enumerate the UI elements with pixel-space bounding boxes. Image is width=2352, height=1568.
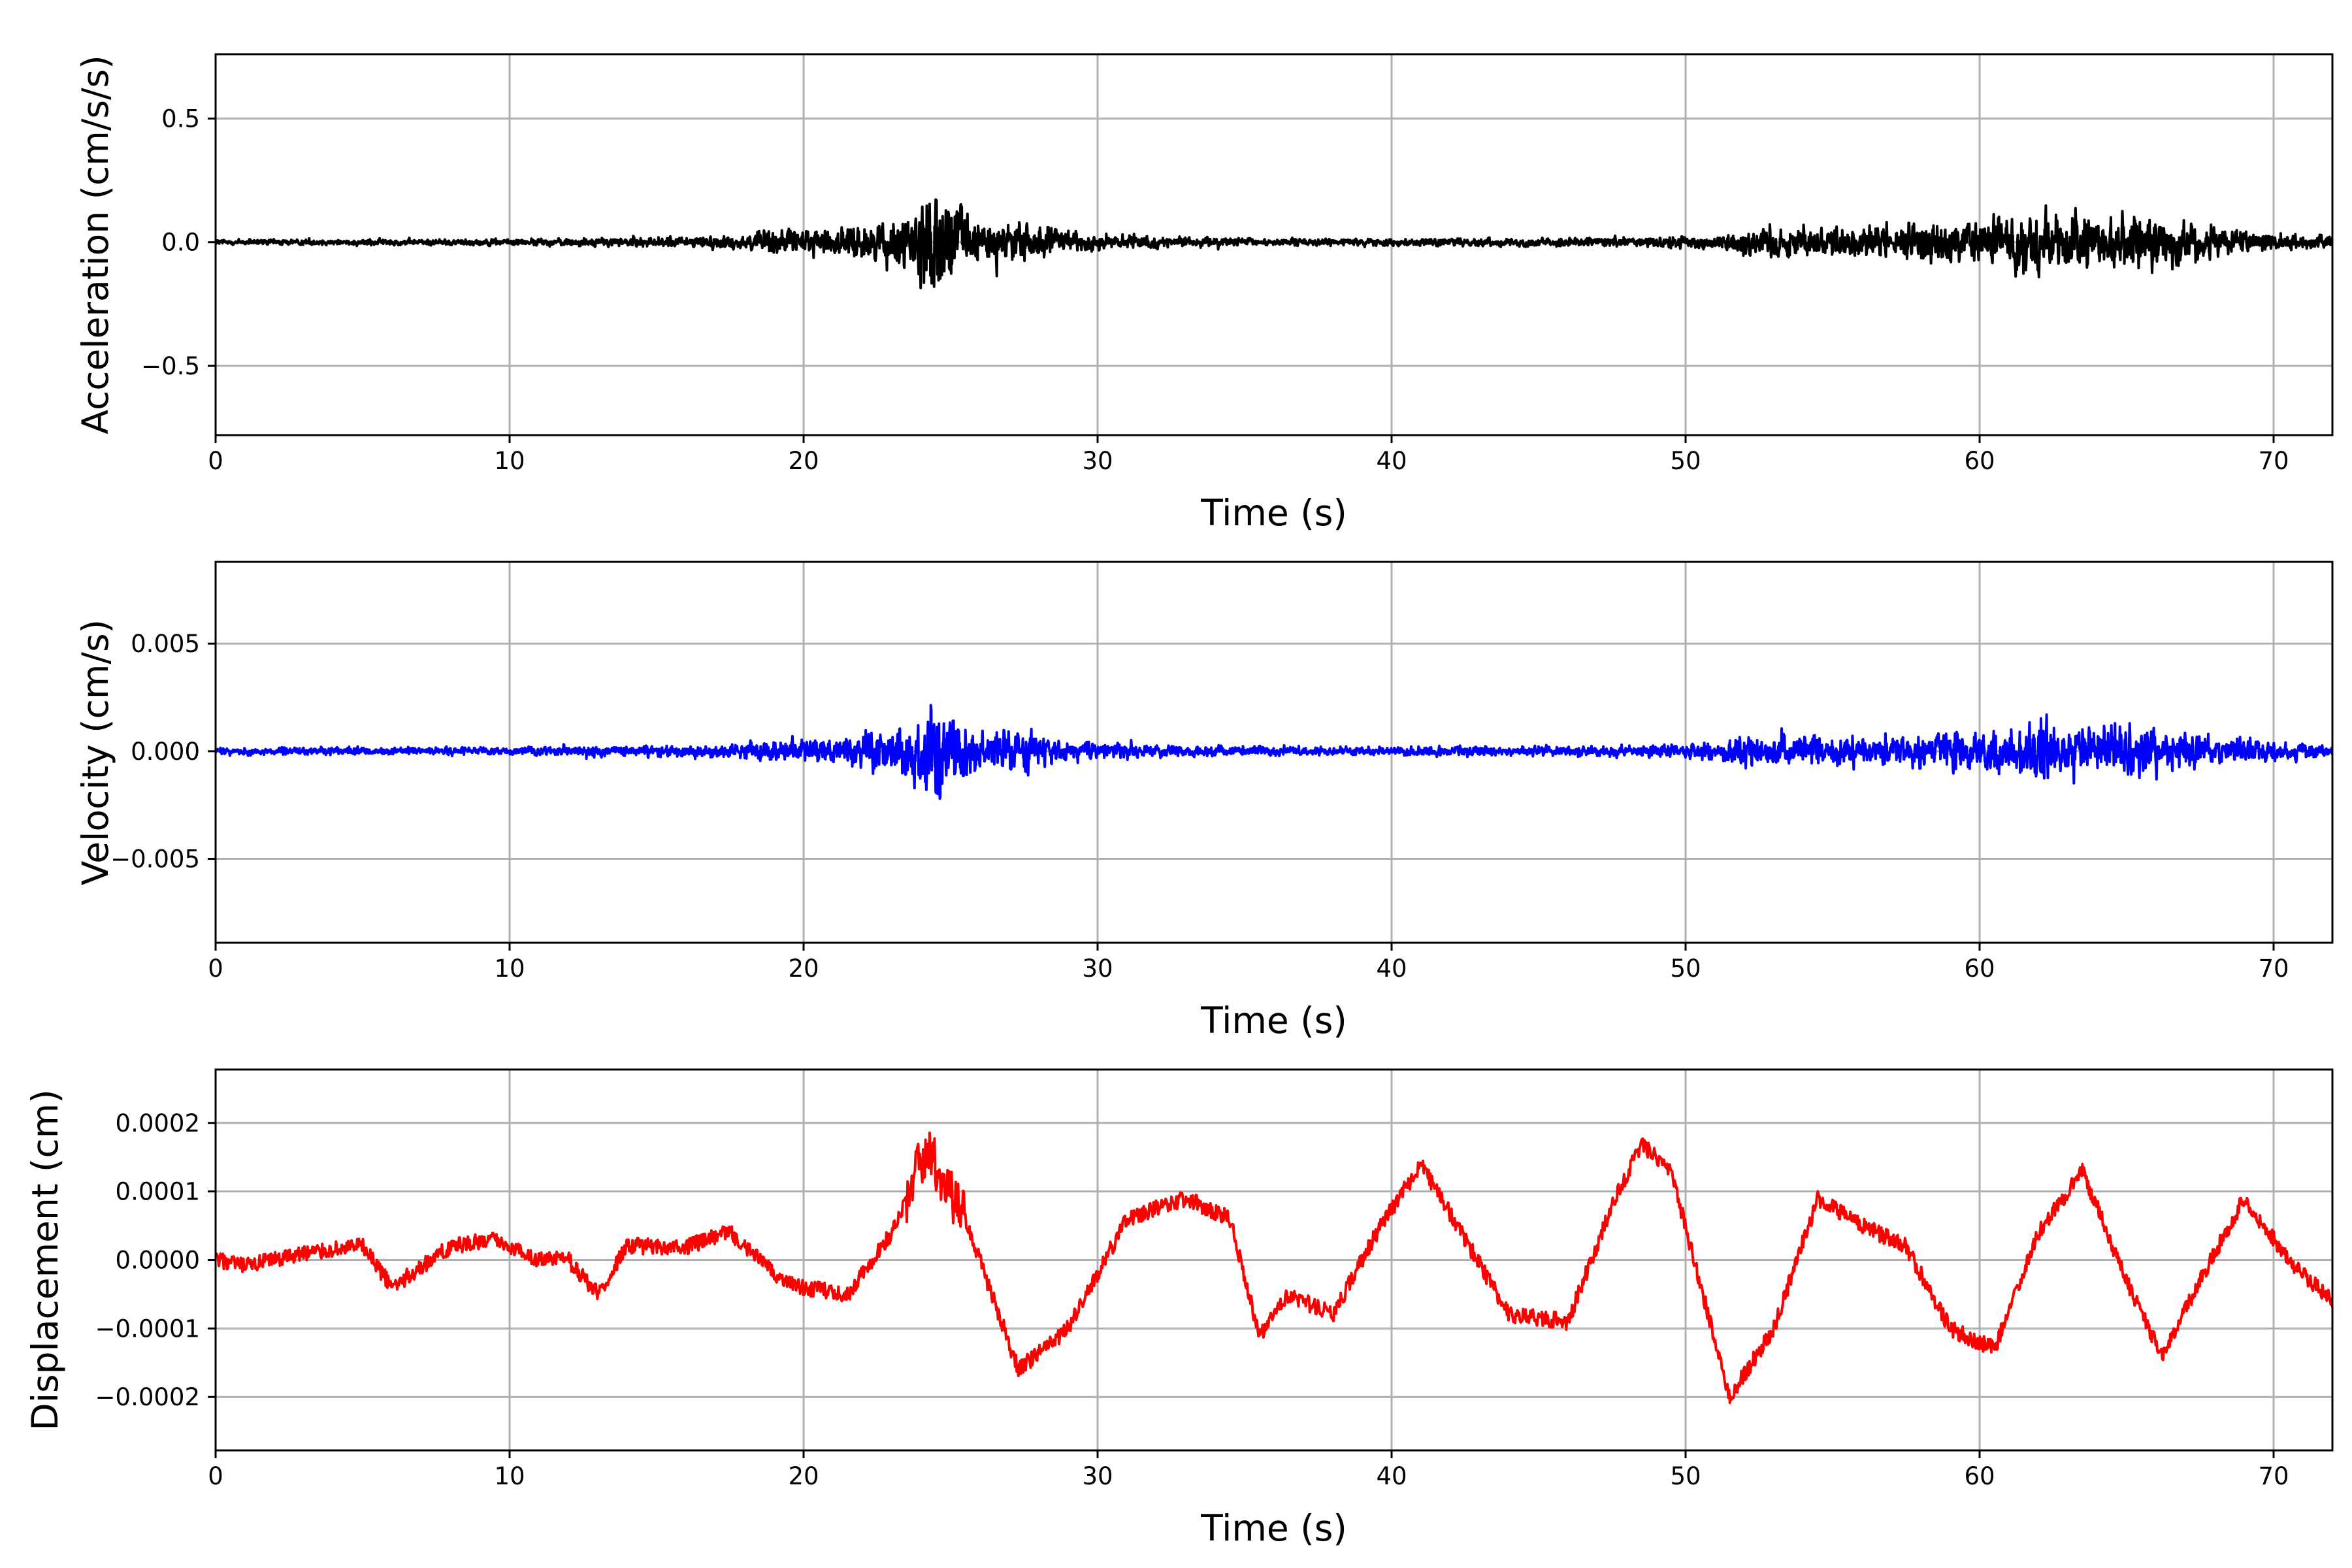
displacement-x-tick-label: 70 [2258,1462,2289,1490]
acceleration-y-tick-label: −0.5 [141,352,200,380]
acceleration-plot-frame [214,53,2334,436]
velocity-panel: 0 10 20 30 40 50 60 70 −0.005 0.000 0.005 Time (s)… [74,561,2334,1041]
velocity-x-tick-label: 30 [1082,955,1113,983]
velocity-ticks: 0 10 20 30 40 50 60 70 −0.005 0.000 0.005 [110,630,2289,983]
displacement-panel: 0 10 20 30 40 50 60 70 −0.0002 −0.0001 0.0000 0.000… [24,1068,2334,1549]
acceleration-x-axis-label: Time (s) [1200,492,1347,534]
displacement-x-tick-label: 0 [208,1462,223,1490]
acceleration-x-tick-label: 40 [1376,447,1407,475]
velocity-y-tick-label: 0.005 [131,630,200,658]
acceleration-x-tick-label: 20 [788,447,819,475]
velocity-x-tick-label: 50 [1670,955,1701,983]
displacement-y-tick-label: −0.0002 [95,1383,200,1411]
acceleration-x-tick-label: 70 [2258,447,2289,475]
acceleration-y-tick-label: 0.5 [161,105,200,133]
velocity-x-tick-label: 60 [1964,955,1995,983]
acceleration-x-tick-label: 60 [1964,447,1995,475]
acceleration-y-tick-label: 0.0 [161,229,200,257]
displacement-y-tick-label: −0.0001 [95,1315,200,1343]
velocity-y-axis-label: Velocity (cm/s) [74,619,116,885]
acceleration-trace [216,198,2332,289]
velocity-x-tick-label: 20 [788,955,819,983]
displacement-ticks: 0 10 20 30 40 50 60 70 −0.0002 −0.0001 0.0000 0.000… [95,1109,2289,1490]
velocity-y-tick-label: 0.000 [131,738,200,766]
displacement-y-axis-label: Displacement (cm) [24,1089,66,1430]
displacement-x-tick-label: 10 [494,1462,525,1490]
acceleration-y-axis-label: Acceleration (cm/s/s) [74,55,116,434]
velocity-x-tick-label: 70 [2258,955,2289,983]
acceleration-x-tick-label: 0 [208,447,223,475]
velocity-x-tick-label: 40 [1376,955,1407,983]
velocity-plot-frame [214,561,2334,944]
acceleration-ticks: 0 10 20 30 40 50 60 70 −0.5 0.0 0.5 [141,105,2289,475]
displacement-x-tick-label: 30 [1082,1462,1113,1490]
displacement-x-axis-label: Time (s) [1200,1507,1347,1549]
displacement-x-tick-label: 50 [1670,1462,1701,1490]
displacement-x-tick-label: 60 [1964,1462,1995,1490]
displacement-y-tick-label: 0.0002 [116,1109,200,1137]
acceleration-panel: 0 10 20 30 40 50 60 70 −0.5 0.0 0.5 Time (s) Accel… [74,53,2334,534]
velocity-x-tick-label: 0 [208,955,223,983]
velocity-x-tick-label: 10 [494,955,525,983]
acceleration-x-tick-label: 50 [1670,447,1701,475]
velocity-x-axis-label: Time (s) [1200,1000,1347,1041]
displacement-trace [216,1132,2332,1405]
acceleration-x-tick-label: 10 [494,447,525,475]
displacement-x-tick-label: 20 [788,1462,819,1490]
displacement-y-tick-label: 0.0000 [116,1247,200,1275]
displacement-x-tick-label: 40 [1376,1462,1407,1490]
velocity-y-tick-label: −0.005 [110,845,200,874]
acceleration-x-tick-label: 30 [1082,447,1113,475]
displacement-y-tick-label: 0.0001 [116,1178,200,1206]
velocity-trace [216,704,2332,800]
